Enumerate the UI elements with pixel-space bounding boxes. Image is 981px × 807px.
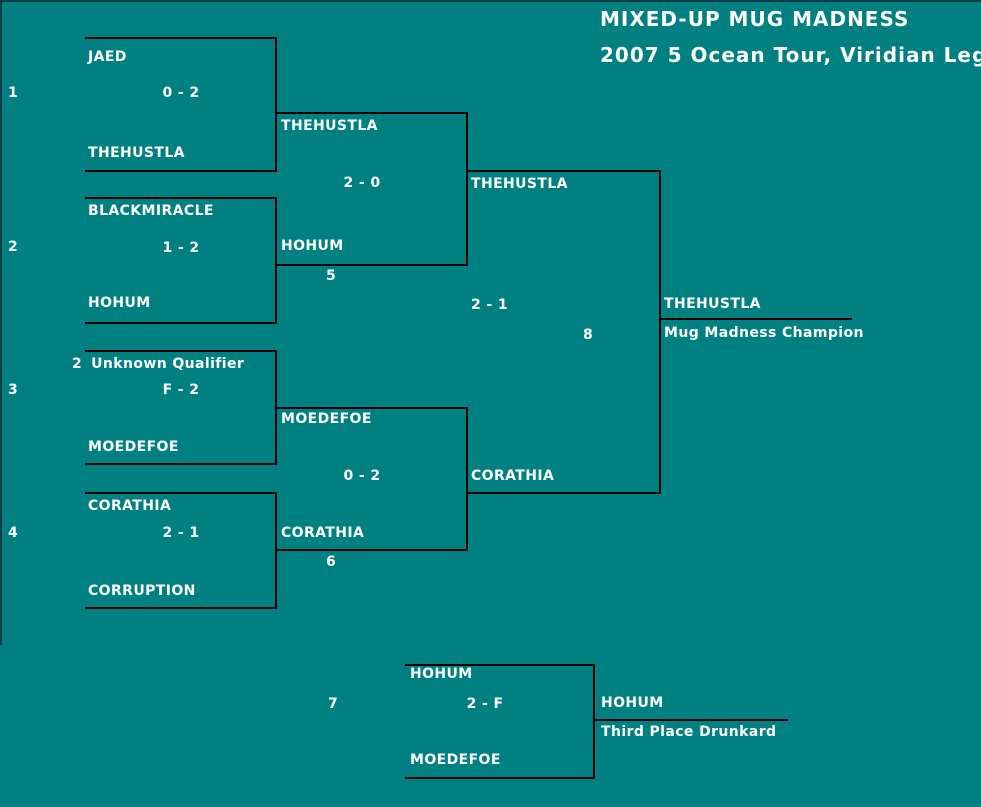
bracket-line: [277, 549, 468, 551]
champion-line: [660, 318, 852, 320]
bracket-line: [659, 170, 661, 494]
match-4-bottom-team: CORRUPTION: [88, 583, 196, 599]
page-subtitle: 2007 5 Ocean Tour, Viridian Leg: [600, 43, 981, 67]
match-3-number: 3: [8, 382, 19, 398]
match-6-top-team: MOEDEFOE: [281, 411, 372, 427]
bracket-line: [85, 350, 277, 352]
bracket-line: [405, 664, 595, 666]
match-7-bottom-team: MOEDEFOE: [410, 752, 501, 768]
match-6-bottom-team: CORATHIA: [281, 525, 365, 541]
champion-title: Mug Madness Champion: [664, 325, 864, 341]
match-5-top-team: THEHUSTLA: [281, 118, 378, 134]
match-1-top-team: JAED: [88, 49, 127, 65]
bracket-line: [85, 492, 277, 494]
third-place-line: [595, 719, 788, 721]
match-4-top-team: CORATHIA: [88, 498, 172, 514]
match-1-bottom-team: THEHUSTLA: [88, 145, 185, 161]
bracket-line: [85, 37, 277, 39]
match-3-top-team-row: 2 Unknown Qualifier: [72, 356, 244, 372]
left-edge-border: [0, 0, 2, 645]
match-1-number: 1: [8, 85, 19, 101]
bracket-line: [277, 407, 468, 409]
match-6-score: 0 - 2: [343, 468, 381, 484]
match-7-score: 2 - F: [466, 696, 504, 712]
page-title: MIXED-UP MUG MADNESS: [600, 7, 910, 31]
bracket-line: [467, 170, 661, 172]
match-4-number: 4: [8, 525, 19, 541]
match-5-number: 5: [326, 268, 337, 284]
final-top-team: THEHUSTLA: [471, 176, 568, 192]
top-edge-border: [0, 0, 981, 2]
match-4-score: 2 - 1: [162, 525, 200, 541]
match-3-top-team: Unknown Qualifier: [91, 356, 245, 372]
bracket-line: [467, 492, 661, 494]
bracket-line: [277, 112, 468, 114]
bracket-line: [277, 264, 468, 266]
match-7-number: 7: [328, 696, 339, 712]
final-number: 8: [583, 327, 594, 343]
match-3-score: F - 2: [162, 382, 200, 398]
bracket-line: [275, 492, 277, 609]
final-bottom-team: CORATHIA: [471, 468, 555, 484]
match-2-top-team: BLACKMIRACLE: [88, 203, 214, 219]
match-3-top-seed: 2: [72, 356, 83, 372]
match-6-number: 6: [326, 554, 337, 570]
match-2-score: 1 - 2: [162, 240, 200, 256]
match-2-bottom-team: HOHUM: [88, 295, 151, 311]
third-place-title: Third Place Drunkard: [601, 724, 777, 740]
match-2-number: 2: [8, 239, 19, 255]
third-place-winner: HOHUM: [601, 695, 664, 711]
bracket-line: [85, 607, 277, 609]
bracket-line: [466, 407, 468, 551]
match-3-bottom-team: MOEDEFOE: [88, 439, 179, 455]
champion-team: THEHUSTLA: [664, 296, 761, 312]
match-1-score: 0 - 2: [162, 85, 200, 101]
bracket-line: [275, 197, 277, 324]
bracket-line: [275, 37, 277, 172]
match-5-score: 2 - 0: [343, 175, 381, 191]
bracket-line: [405, 777, 595, 779]
bracket-line: [593, 664, 595, 779]
bracket-line: [85, 322, 277, 324]
bracket-line: [85, 170, 277, 172]
match-5-bottom-team: HOHUM: [281, 238, 344, 254]
bracket-line: [275, 350, 277, 465]
bracket-line: [85, 197, 277, 199]
bracket-line: [466, 112, 468, 266]
match-7-top-team: HOHUM: [410, 666, 473, 682]
bracket-line: [85, 463, 277, 465]
final-score: 2 - 1: [471, 297, 509, 313]
